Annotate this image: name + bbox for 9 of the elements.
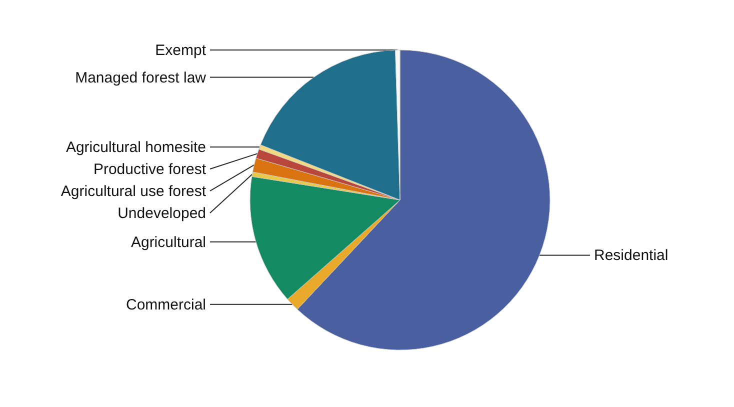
- slice-label: Agricultural: [130, 234, 206, 251]
- slice-label: Undeveloped: [118, 204, 206, 222]
- slice-label: Managed forest law: [75, 69, 206, 86]
- slice-label: Productive forest: [93, 160, 207, 178]
- slice-label: Agricultural use forest: [60, 182, 207, 200]
- slice-label: Agricultural homesite: [66, 138, 206, 156]
- slice-label: Residential: [594, 247, 668, 264]
- slice-label: Exempt: [155, 42, 207, 60]
- slice-label: Commercial: [126, 296, 206, 314]
